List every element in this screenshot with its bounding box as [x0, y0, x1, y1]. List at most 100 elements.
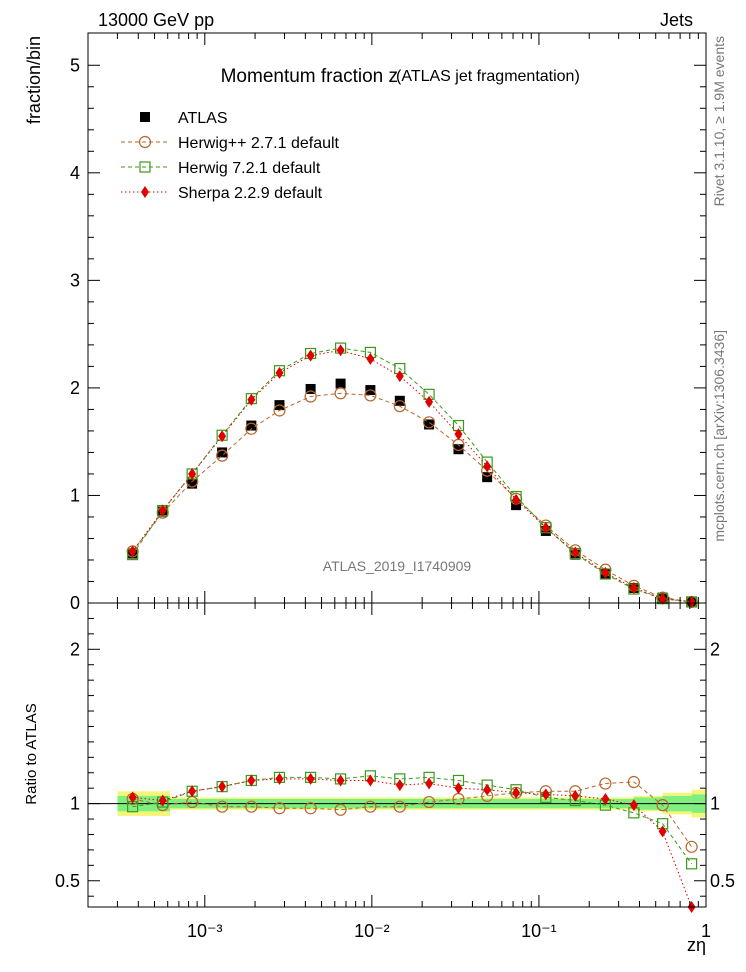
main-point-atlas [482, 472, 493, 483]
ratio-point-herwig-2-7-1-default [334, 803, 347, 816]
ratio-point-herwig-2-7-1-default [656, 799, 669, 812]
main-plot-area: 0 1 2 3 4 5 [70, 32, 707, 613]
chart-title: Momentum fraction z [221, 66, 398, 87]
y-tick-label: 4 [70, 163, 80, 183]
y-tick-label-right: 0.5 [710, 871, 735, 891]
main-point-sherpa-2-2-9-default [218, 430, 227, 443]
legend-label: Sherpa 2.2.9 default [178, 185, 323, 202]
mcplots-label: mcplots.cern.ch [arXiv:1306.3436] [711, 330, 727, 542]
main-point-atlas [453, 444, 464, 455]
ratio-point-sherpa-2-2-9-default [275, 772, 284, 785]
main-point-atlas [424, 419, 435, 430]
main-point-sherpa-2-2-9-default [629, 581, 638, 594]
main-point-herwig-2-7-1-default [273, 404, 286, 417]
main-point-sherpa-2-2-9-default [454, 428, 463, 441]
main-point-herwig-2-7-1-default [304, 390, 317, 403]
y-tick-label: 0 [70, 593, 80, 613]
y-tick-label: 3 [70, 270, 80, 290]
ratio-point-sherpa-2-2-9-default [128, 791, 137, 804]
main-point-herwig-2-7-1-default [334, 387, 347, 400]
ratio-point-herwig-2-7-1-default [216, 800, 229, 813]
y-tick-label-right: 1 [710, 794, 720, 814]
ratio-point-sherpa-2-2-9-default [306, 772, 315, 785]
main-point-sherpa-2-2-9-default [541, 521, 550, 534]
ratio-point-herwig-2-7-1-default [393, 800, 406, 813]
main-point-atlas [335, 378, 346, 389]
header-left: 13000 GeV pp [98, 10, 214, 30]
legend-label: ATLAS [178, 110, 228, 127]
ratio-point-sherpa-2-2-9-default [366, 774, 375, 787]
main-point-sherpa-2-2-9-default [128, 545, 137, 558]
ratio-point-herwig-2-7-1-default [599, 777, 612, 790]
main-point-herwig-2-7-1-default [216, 449, 229, 462]
ratio-point-sherpa-2-2-9-default [425, 777, 434, 790]
ratio-plot-area: 10⁻³ 10⁻² 10⁻¹ 1 0.5 0.5 1 1 2 2 [55, 602, 735, 941]
header-right: Jets [660, 10, 693, 30]
main-point-sherpa-2-2-9-default [188, 467, 197, 480]
ratio-point-sherpa-2-2-9-default [541, 788, 550, 801]
y-axis-label-ratio: Ratio to ATLAS [23, 703, 40, 804]
x-axis-label: zη [687, 935, 706, 955]
chart-subtitle: (ATLAS jet fragmentation) [396, 68, 580, 85]
ratio-point-sherpa-2-2-9-default [658, 825, 667, 838]
main-point-herwig-2-7-1-default [393, 400, 406, 413]
x-tick-label: 10⁻¹ [521, 921, 557, 941]
main-point-sherpa-2-2-9-default [247, 393, 256, 406]
x-tick-label: 10⁻³ [187, 921, 223, 941]
main-line-herwig-2-7-1-default [132, 392, 692, 603]
main-point-sherpa-2-2-9-default [601, 566, 610, 579]
ratio-point-sherpa-2-2-9-default [158, 794, 167, 807]
legend-marker [138, 135, 152, 149]
ratio-point-sherpa-2-2-9-default [601, 792, 610, 805]
y-tick-label: 1 [70, 794, 80, 814]
main-point-herwig-2-7-1-default [245, 422, 258, 435]
ratio-point-sherpa-2-2-9-default [512, 786, 521, 799]
ratio-line-sherpa-2-2-9-default [132, 778, 693, 908]
ratio-point-sherpa-2-2-9-default [218, 780, 227, 793]
ratio-point-herwig-2-7-1-default [304, 802, 317, 815]
ratio-point-sherpa-2-2-9-default [336, 774, 345, 787]
legend-marker [140, 112, 150, 122]
ratio-plot-frame [87, 602, 707, 908]
main-point-sherpa-2-2-9-default [275, 366, 284, 379]
main-point-atlas [246, 420, 257, 431]
main-point-sherpa-2-2-9-default [425, 395, 434, 408]
y-tick-label-right: 2 [710, 639, 720, 659]
ratio-point-herwig-7-2-1-default [686, 858, 698, 870]
main-point-sherpa-2-2-9-default [158, 504, 167, 517]
main-point-sherpa-2-2-9-default [336, 344, 345, 357]
ratio-point-sherpa-2-2-9-default [483, 783, 492, 796]
ratio-point-sherpa-2-2-9-default [454, 782, 463, 795]
y-axis-label-main: fraction/bin [24, 36, 44, 124]
rivet-version-label: Rivet 3.1.10, ≥ 1.9M events [711, 36, 727, 206]
main-point-sherpa-2-2-9-default [512, 493, 521, 506]
legend-marker [141, 186, 149, 198]
ratio-point-sherpa-2-2-9-default [629, 799, 638, 812]
main-point-atlas [187, 478, 198, 489]
ratio-point-herwig-2-7-1-default [364, 800, 377, 813]
ratio-line-herwig-2-7-1-default [132, 781, 693, 848]
main-point-sherpa-2-2-9-default [571, 546, 580, 559]
y-tick-label: 2 [70, 639, 80, 659]
main-point-sherpa-2-2-9-default [395, 370, 404, 383]
ratio-point-herwig-2-7-1-default [422, 795, 436, 809]
main-point-atlas [305, 383, 316, 394]
ratio-point-herwig-2-7-1-default [273, 802, 286, 815]
legend: ATLAS Herwig++ 2.7.1 default Herwig 7.2.1 … [121, 110, 340, 202]
x-tick-label: 10⁻² [354, 921, 390, 941]
main-point-herwig-2-7-1-default [422, 416, 436, 429]
ratio-point-herwig-2-7-1-default [245, 800, 258, 813]
ratio-point-herwig-2-7-1-default [685, 840, 698, 853]
main-point-sherpa-2-2-9-default [306, 349, 315, 362]
ratio-point-herwig-2-7-1-default [627, 775, 640, 789]
legend-marker [139, 161, 151, 173]
ratio-point-sherpa-2-2-9-default [247, 774, 256, 787]
ratio-point-sherpa-2-2-9-default [571, 789, 580, 802]
y-tick-label: 1 [70, 485, 80, 505]
main-point-atlas [217, 447, 228, 458]
main-point-sherpa-2-2-9-default [658, 592, 667, 605]
legend-label: Herwig 7.2.1 default [178, 160, 321, 177]
y-tick-label: 5 [70, 55, 80, 75]
legend-label: Herwig++ 2.7.1 default [178, 135, 340, 152]
